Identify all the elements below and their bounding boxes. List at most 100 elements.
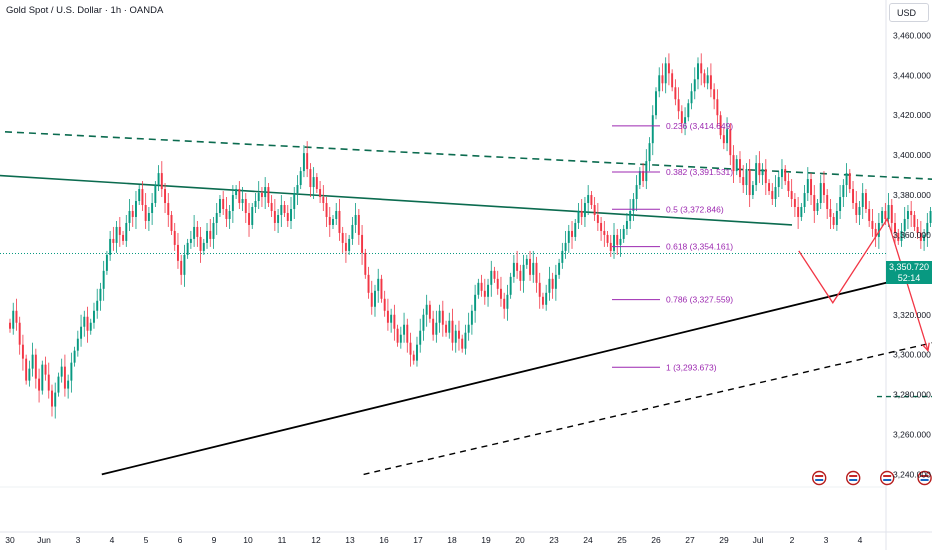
candle-body — [399, 334, 402, 343]
candle-body — [622, 228, 625, 239]
candle-body — [438, 310, 441, 323]
candle-body — [751, 185, 754, 196]
candle-body — [664, 63, 667, 84]
candle-body — [496, 278, 499, 289]
candle-body — [532, 262, 535, 275]
candle-body — [842, 185, 845, 198]
candle-body — [658, 75, 661, 92]
candle-body — [441, 310, 444, 325]
candle-body — [835, 210, 838, 225]
candle-body — [845, 173, 848, 186]
flag-stripe — [849, 475, 858, 477]
candle-body — [15, 310, 18, 323]
candle-body — [822, 183, 825, 196]
economic-event-icons — [812, 470, 932, 486]
x-tick-label: 9 — [212, 535, 217, 545]
candle-body — [377, 278, 380, 291]
projection-drawings — [798, 217, 930, 353]
candle-body — [890, 205, 893, 223]
candle-body — [726, 129, 729, 144]
x-tick-label: 13 — [345, 535, 355, 545]
candle-body — [238, 189, 241, 204]
flag-stripe — [920, 475, 929, 477]
candle-body — [813, 195, 816, 211]
candle-body — [112, 238, 115, 243]
flag-stripe — [920, 479, 929, 481]
candle-body — [761, 169, 764, 176]
currency-button[interactable]: USD — [889, 3, 929, 22]
candle-body — [661, 75, 664, 84]
x-tick-label: Jul — [753, 535, 764, 545]
candle-body — [44, 364, 47, 375]
price-axis: 3,240.000 3,260.000 3,280.000 3,300.000 3,32… — [893, 30, 931, 479]
candle-body — [506, 294, 509, 309]
candle-body — [257, 193, 260, 202]
flag-stripe — [815, 479, 824, 481]
x-tick-label: 19 — [481, 535, 491, 545]
x-tick-label: 3 — [824, 535, 829, 545]
candle-body — [903, 218, 906, 231]
candle-body — [871, 220, 874, 229]
candle-body — [396, 328, 399, 343]
candle-body — [894, 222, 896, 233]
candle-body — [67, 380, 70, 389]
fib-level-label: 1 (3,293.673) — [666, 362, 717, 372]
candle-body — [819, 183, 822, 204]
fib-level-label: 0.382 (3,391.531) — [666, 167, 733, 177]
flag-stripe — [883, 475, 892, 477]
candle-body — [732, 155, 735, 172]
candle-body — [228, 210, 231, 219]
candle-body — [109, 238, 112, 255]
candle-body — [629, 210, 632, 221]
candle-body — [929, 210, 932, 223]
candle-body — [613, 234, 615, 251]
candle-body — [522, 264, 525, 281]
candle-body — [516, 262, 519, 271]
candle-body — [364, 252, 367, 275]
candle-body — [777, 177, 780, 188]
last-price-tag: 3,350.720 52:14 — [886, 261, 932, 284]
fib-level-label: 0.786 (3,327.559) — [666, 295, 733, 305]
candle-body — [189, 238, 192, 243]
candle-body — [144, 205, 147, 221]
candle-body — [21, 344, 24, 359]
candle-body — [338, 210, 341, 233]
candle-body — [432, 318, 435, 335]
candle-body — [248, 212, 250, 225]
candle-body — [348, 238, 351, 251]
candle-body — [519, 270, 522, 281]
candle-body — [209, 230, 212, 239]
candle-body — [897, 232, 900, 241]
candle-body — [735, 159, 738, 172]
candle-body — [551, 278, 554, 289]
candle-body — [512, 262, 515, 277]
y-tick-label: 3,440.000 — [893, 70, 931, 80]
candle-body — [503, 298, 506, 309]
candle-body — [606, 234, 609, 243]
candle-body — [383, 298, 386, 311]
candle-body — [299, 171, 302, 186]
candle-body — [645, 161, 648, 182]
candle-body — [535, 262, 538, 283]
candle-body — [215, 212, 218, 223]
candle-body — [574, 222, 577, 237]
candle-body — [176, 244, 179, 261]
candle-body — [164, 189, 167, 204]
candle-body — [745, 169, 748, 186]
candle-body — [170, 214, 173, 231]
candle-body — [739, 159, 741, 178]
candle-body — [722, 135, 725, 144]
candle-body — [803, 193, 806, 208]
candle-body — [509, 276, 512, 295]
candle-body — [642, 171, 645, 182]
candle-body — [916, 226, 919, 233]
candle-body — [251, 207, 254, 225]
candle-body — [416, 344, 418, 361]
candle-body — [538, 282, 541, 297]
candle-body — [596, 214, 599, 223]
candle-body — [713, 89, 716, 100]
candle-body — [428, 304, 431, 319]
candle-body — [244, 199, 247, 213]
flag-stripe — [883, 479, 892, 481]
